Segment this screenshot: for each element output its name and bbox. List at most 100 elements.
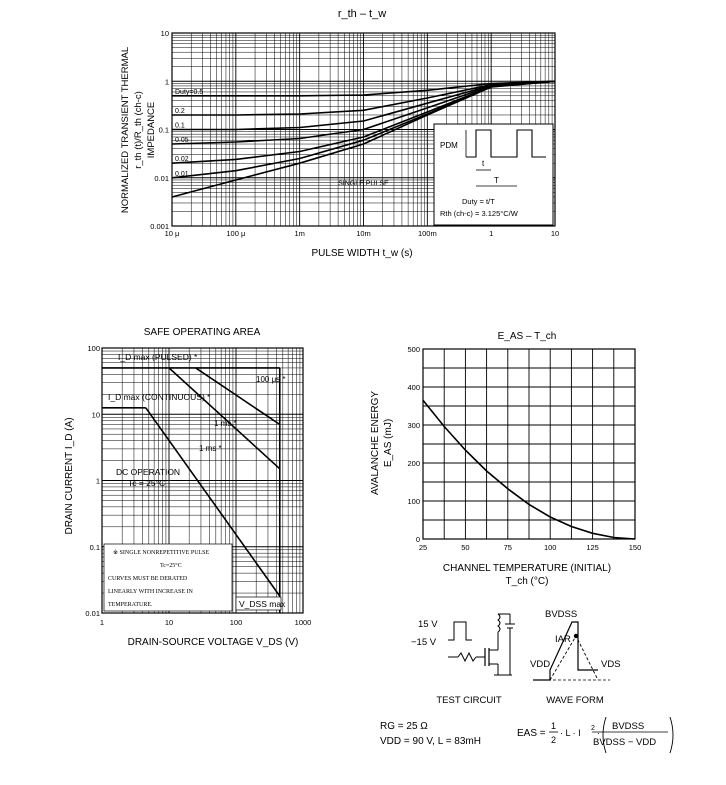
eas-x-tick-label: 50 <box>461 543 469 552</box>
eas-x-tick-label: 125 <box>586 543 599 552</box>
wave-form-caption: WAVE FORM <box>546 695 604 706</box>
eas-x-tick-label: 75 <box>504 543 512 552</box>
thermal-series-label: 0.02 <box>175 156 189 163</box>
soa-y-tick-label: 1 <box>96 477 100 486</box>
thermal-curve <box>171 80 556 198</box>
thermal-curve <box>172 80 556 97</box>
eas-y-tick-label: 300 <box>407 421 420 430</box>
note-line-2: Tc=25°C <box>160 562 182 569</box>
formula-num: BVDSS <box>612 721 644 732</box>
eas-frame <box>422 348 636 540</box>
thermal-y-label-3: IMPEDANCE <box>146 102 157 158</box>
thermal-x-tick-label: 100 μ <box>226 229 245 238</box>
eas-y-tick-label: 100 <box>407 497 420 506</box>
v-high-label: 15 V <box>418 619 438 630</box>
vdd-value: VDD = 90 V, L = 83mH <box>380 736 481 747</box>
thermal-x-tick-label: 10 <box>551 229 559 238</box>
gate-pulse-symbol <box>448 621 472 641</box>
1ms-label-b: 1 ms * <box>199 444 222 453</box>
thermal-y-tick-label: 10 <box>161 29 169 38</box>
pulse-waveform <box>466 129 546 158</box>
vds-waveform <box>533 621 598 681</box>
eas-formula: EAS = 1 2 · L · I 2 · BVDSS BVDSS − VDD <box>517 716 674 754</box>
pdm-label: PDM <box>440 141 458 150</box>
soa-note: ※ SINGLE NONREPETITIVE PULSE Tc=25°C CUR… <box>103 543 233 612</box>
thermal-curves <box>171 80 556 198</box>
soa-y-tick-label: 10 <box>92 410 100 419</box>
eas-y-label-2: E_AS (mJ) <box>383 419 394 467</box>
gate-resistor <box>457 651 477 663</box>
note-line-5: TEMPERATURE. <box>108 602 153 608</box>
dc-operation-label: DC OPERATION <box>116 467 180 477</box>
vdd-label: VDD <box>530 659 550 670</box>
thermal-series-label: 0.01 <box>175 171 189 178</box>
eas-y-label: AVALANCHE ENERGY <box>370 391 381 495</box>
soa-title: SAFE OPERATING AREA <box>144 327 261 338</box>
pulsed-label: I_D max (PULSED) * <box>118 352 198 362</box>
thermal-series-labels: Duty=0.5 0.2 0.1 0.05 0.02 0.01 SINGLE PULSE <box>175 89 389 188</box>
soa-frame <box>101 347 304 614</box>
rth-value: Rth (ch-c) = 3.125°C/W <box>440 209 519 218</box>
eas-curves <box>422 399 636 540</box>
soa-x-tick-label: 1000 <box>295 618 312 627</box>
soa-y-tick-label: 100 <box>87 344 100 353</box>
eas-x-label: CHANNEL TEMPERATURE (INITIAL) <box>443 563 611 574</box>
eas-x-tick-label: 25 <box>419 543 427 552</box>
formula-square: 2 <box>591 725 595 732</box>
T-label: T <box>494 176 499 185</box>
test-circuit-diagram <box>448 613 515 676</box>
eas-x-tick-label: 150 <box>629 543 642 552</box>
soa-x-tick-label: 1 <box>100 618 104 627</box>
soa-y-tick-label: 0.1 <box>90 543 100 552</box>
soa-note-box <box>103 543 233 612</box>
soa-x-label: DRAIN-SOURCE VOLTAGE V_DS (V) <box>128 637 299 648</box>
t-label: t <box>482 159 485 168</box>
eas-y-tick-label: 0 <box>416 535 420 544</box>
formula-dot: · <box>597 728 600 738</box>
duty-formula: Duty = t/T <box>462 197 495 206</box>
thermal-series-label: 0.2 <box>175 108 185 115</box>
note-line-1: ※ SINGLE NONREPETITIVE PULSE <box>113 549 210 556</box>
continuous-label: I_D max (CONTINUOUS) * <box>108 392 211 402</box>
thermal-series-label: SINGLE PULSE <box>338 180 389 187</box>
formula-den: BVDSS − VDD <box>593 737 656 748</box>
eas-title: E_AS – T_ch <box>498 331 557 342</box>
test-circuit-caption: TEST CIRCUIT <box>436 695 501 706</box>
note-line-4: LINEARLY WITH INCREASE IN <box>108 589 194 595</box>
avalanche-energy-chart: E_AS – T_ch 0 100 200 300 400 500 25 50 75 100 12… <box>370 331 641 587</box>
iar-label: IAR <box>555 634 571 645</box>
thermal-x-tick-label: 1 <box>489 229 493 238</box>
vds-label: VDS <box>601 659 621 670</box>
vdss-max-label: V_DSS max <box>239 599 286 609</box>
soa-curve <box>195 367 281 426</box>
safe-operating-area-chart: SAFE OPERATING AREA 0.01 0.1 1 10 100 1 10 100… <box>64 327 311 648</box>
eas-grid <box>422 348 636 540</box>
soa-x-ticks: 1 10 100 1000 <box>100 618 311 627</box>
thermal-y-label-1: NORMALIZED TRANSIENT THERMAL <box>120 47 131 213</box>
tc-label: Tc = 25°C <box>128 478 165 488</box>
eas-y-tick-label: 500 <box>407 345 420 354</box>
soa-y-tick-label: 0.01 <box>85 609 100 618</box>
thermal-y-tick-label: 1 <box>165 77 169 86</box>
rg-value: RG = 25 Ω <box>380 721 428 732</box>
thermal-x-tick-label: 10m <box>356 229 371 238</box>
eas-x-label-2: T_ch (°C) <box>506 576 549 587</box>
soa-y-label: DRAIN CURRENT I_D (A) <box>64 417 75 534</box>
soa-x-tick-label: 10 <box>165 618 173 627</box>
thermal-chart-title: r_th – t_w <box>338 8 386 20</box>
thermal-y-label-2: r_th (t)/R_th (ch-c) <box>133 91 144 169</box>
eas-y-tick-label: 400 <box>407 383 420 392</box>
thermal-x-ticks: 10 μ 100 μ 1m 10m 100m 1 10 <box>165 229 560 238</box>
pulse-inset-box <box>433 123 554 226</box>
thermal-y-ticks: 0.001 0.01 0.1 1 10 <box>150 29 169 231</box>
eas-curve <box>422 399 636 540</box>
thermal-y-tick-label: 0.001 <box>150 222 169 231</box>
formula-mid: · L · I <box>560 728 581 738</box>
note-line-3: CURVES MUST BE DERATED <box>108 576 188 582</box>
eas-y-tick-label: 200 <box>407 459 420 468</box>
eas-x-tick-label: 100 <box>544 543 557 552</box>
test-circuit-section: 15 V −15 V TEST CIRCUIT BVDSS IAR VDD VD… <box>380 609 674 754</box>
formula-prefix: EAS = <box>517 728 546 739</box>
